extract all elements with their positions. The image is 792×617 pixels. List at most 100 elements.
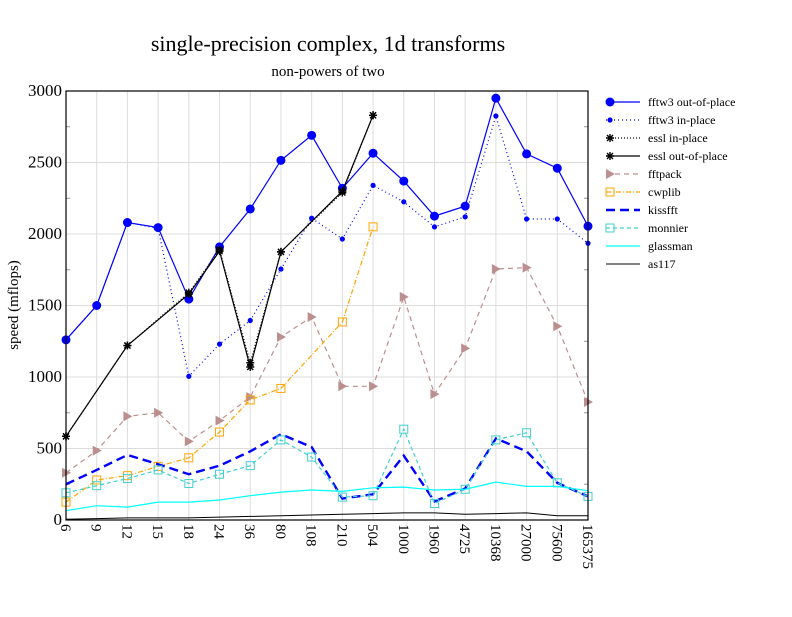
marker-dot — [247, 317, 253, 324]
marker-star — [606, 134, 614, 142]
x-tick-label: 15 — [149, 524, 165, 539]
marker-dot — [493, 113, 499, 119]
y-tick-label: 1500 — [28, 296, 62, 315]
series-line — [65, 115, 374, 437]
series-fftw3-out-of-place — [61, 93, 593, 345]
marker-triangle — [399, 291, 409, 302]
marker-dot — [460, 201, 470, 211]
series-glassman — [65, 481, 589, 512]
y-tick-label: 0 — [54, 510, 63, 529]
x-tick-label: 9 — [88, 524, 104, 532]
legend-label: cwplib — [648, 185, 681, 199]
marker-triangle — [246, 392, 256, 403]
marker-triangle — [553, 321, 563, 332]
marker-star — [123, 341, 132, 350]
marker-dot — [607, 117, 613, 123]
marker-star — [246, 358, 255, 367]
series-as117 — [65, 512, 588, 520]
marker-triangle — [522, 262, 532, 273]
marker-dot — [552, 163, 562, 173]
marker-triangle — [123, 411, 133, 422]
series-kissfft — [65, 432, 589, 503]
marker-dot — [94, 302, 100, 309]
y-tick-label: 500 — [37, 439, 63, 458]
marker-square — [153, 465, 163, 475]
marker-square — [337, 492, 347, 502]
marker-dot — [307, 130, 317, 140]
legend-item: monnier — [605, 221, 688, 235]
legend-item: fftw3 out-of-place — [605, 95, 735, 109]
marker-dot — [522, 149, 532, 159]
y-tick-label: 1000 — [28, 367, 62, 386]
marker-square — [276, 383, 286, 393]
x-tick-label: 1000 — [395, 524, 411, 554]
x-tick-label: 36 — [241, 524, 257, 540]
marker-triangle — [461, 343, 471, 354]
legend-item: essl in-place — [606, 131, 708, 145]
x-tick-label: 6 — [57, 524, 73, 532]
marker-square — [184, 479, 194, 489]
marker-dot — [155, 225, 161, 231]
marker-triangle — [276, 331, 286, 342]
x-tick-label: 18 — [180, 524, 196, 539]
x-tick-label: 210 — [333, 524, 349, 547]
x-tick-label: 80 — [272, 524, 288, 539]
plot-frame — [65, 90, 589, 521]
legend-label: essl out-of-place — [648, 149, 728, 163]
legend-item: kissfft — [606, 203, 678, 217]
marker-triangle — [606, 169, 615, 179]
marker-dot — [124, 219, 131, 226]
x-tick-label: 165375 — [579, 524, 595, 569]
marker-square — [215, 427, 225, 437]
x-tick-label: 4725 — [456, 524, 472, 554]
marker-dot — [431, 224, 438, 230]
legend-label: glassman — [648, 239, 693, 253]
marker-dot — [401, 199, 407, 205]
legend-label: fftw3 in-place — [648, 113, 715, 127]
series-fftpack — [62, 262, 593, 478]
marker-square — [605, 223, 615, 233]
marker-square — [429, 499, 439, 509]
marker-dot — [462, 214, 468, 220]
marker-dot — [278, 266, 284, 272]
marker-square — [337, 317, 347, 327]
marker-square — [245, 395, 255, 405]
x-tick-label: 24 — [211, 524, 227, 540]
marker-dot — [339, 236, 345, 242]
marker-dot — [491, 93, 501, 103]
marker-dot — [605, 97, 615, 107]
marker-square — [368, 222, 378, 232]
series-line — [65, 512, 588, 520]
marker-star — [215, 247, 224, 256]
marker-triangle — [184, 436, 194, 447]
marker-square — [215, 469, 225, 479]
marker-dot — [216, 341, 223, 347]
x-tick-label: 108 — [303, 524, 319, 547]
marker-star — [246, 362, 255, 371]
x-tick-label: 12 — [118, 524, 134, 539]
series-line — [65, 432, 589, 503]
legend-item: cwplib — [605, 185, 681, 199]
marker-triangle — [491, 264, 501, 275]
legend-item: fftpack — [606, 167, 682, 181]
marker-square — [122, 474, 132, 484]
marker-star — [369, 111, 378, 120]
chart-title: single-precision complex, 1d transforms — [151, 31, 505, 56]
legend-item: fftw3 in-place — [606, 113, 715, 127]
series-monnier — [61, 424, 593, 509]
marker-square — [522, 428, 532, 438]
legend-label: as117 — [648, 257, 676, 271]
series-line — [65, 481, 589, 512]
series-cwplib — [61, 222, 378, 507]
marker-square — [276, 435, 286, 445]
marker-triangle — [307, 311, 317, 322]
marker-triangle — [215, 415, 225, 426]
marker-triangle — [369, 381, 379, 392]
legend-item: essl out-of-place — [606, 149, 728, 163]
marker-dot — [399, 176, 409, 186]
marker-dot — [186, 373, 192, 379]
marker-triangle — [92, 445, 102, 456]
marker-star — [184, 290, 193, 299]
